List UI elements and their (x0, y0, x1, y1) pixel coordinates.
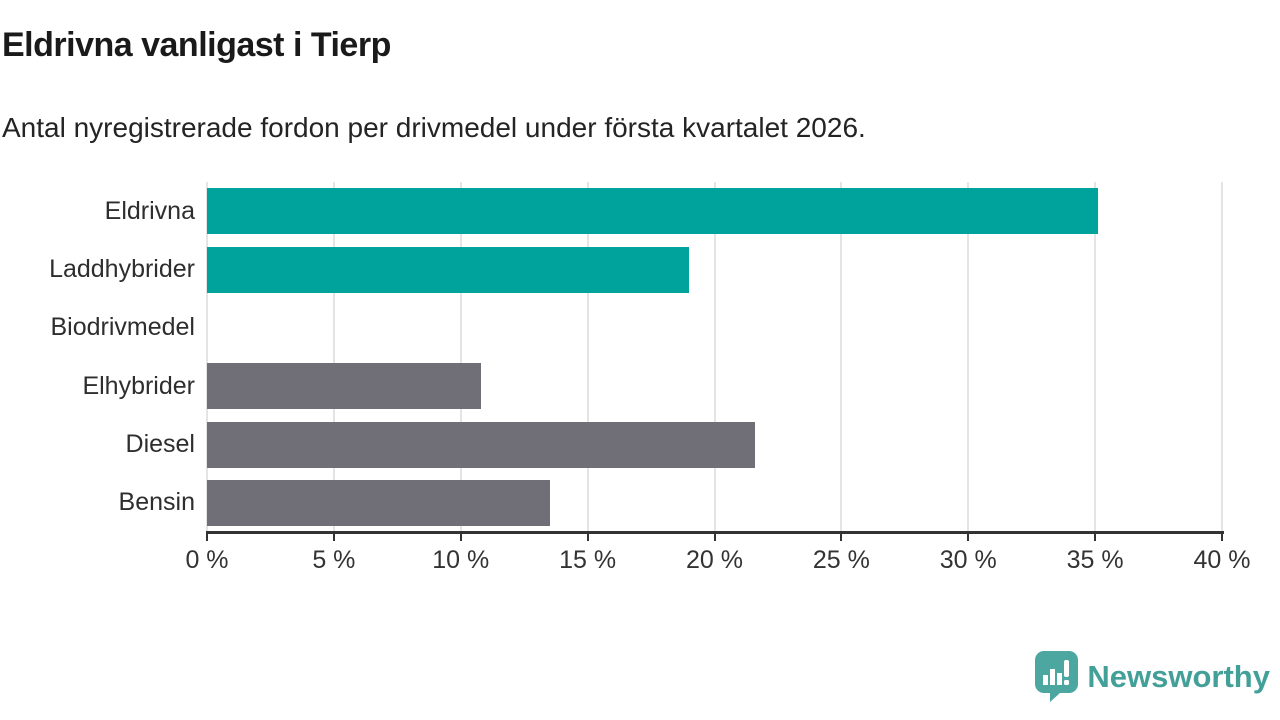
bar-diesel (207, 421, 756, 468)
category-label-bensin: Bensin (118, 488, 195, 517)
category-label-elhybrider: Elhybrider (82, 371, 195, 400)
x-axis-tick-15 (586, 532, 589, 541)
x-axis-tick-0 (206, 532, 208, 541)
x-axis-tick-20 (713, 532, 716, 541)
gridline-35-percent (1094, 182, 1097, 532)
gridline-15-percent (586, 182, 589, 532)
brand-name: Newsworthy (1087, 658, 1270, 694)
x-axis-tick-30 (967, 532, 970, 541)
bar-elhybrider (207, 363, 482, 410)
category-label-diesel: Diesel (125, 429, 195, 458)
chart-title: Eldrivna vanligast i Tierp (2, 26, 391, 64)
x-axis-tick-label-30: 30 % (939, 546, 997, 574)
gridline-5-percent (332, 182, 335, 532)
x-axis-tick-label-10: 10 % (432, 546, 490, 574)
category-label-laddhybrider: Laddhybrider (49, 254, 195, 283)
x-axis-tick-25 (840, 532, 843, 541)
bar-laddhybrider (207, 246, 690, 293)
brand-footer: Newsworthy (1033, 649, 1270, 703)
gridline-0-percent (206, 182, 208, 532)
newsworthy-speech-bubble-chart-icon (1035, 651, 1079, 702)
x-axis-tick-10 (459, 532, 462, 541)
category-label-biodrivmedel: Biodrivmedel (50, 313, 195, 342)
x-axis-tick-label-5: 5 % (312, 546, 356, 574)
category-label-eldrivna: Eldrivna (104, 196, 195, 225)
x-axis-tick-5 (332, 532, 335, 541)
x-axis-tick-label-25: 25 % (812, 546, 870, 574)
gridline-30-percent (967, 182, 970, 532)
chart-subtitle: Antal nyregistrerade fordon per drivmede… (2, 112, 866, 143)
bar-eldrivna (207, 188, 1098, 235)
x-axis-tick-label-40: 40 % (1193, 546, 1251, 574)
gridline-25-percent (840, 182, 843, 532)
gridline-20-percent (713, 182, 716, 532)
x-axis-tick-35 (1094, 532, 1097, 541)
bar-bensin (207, 479, 550, 526)
x-axis-tick-label-20: 20 % (686, 546, 743, 574)
gridline-40-percent (1221, 182, 1223, 532)
x-axis-tick-label-0: 0 % (185, 546, 229, 574)
gridline-10-percent (459, 182, 462, 532)
x-axis-tick-label-35: 35 % (1066, 546, 1124, 574)
x-axis-line (206, 531, 1224, 534)
x-axis-tick-40 (1221, 532, 1223, 541)
x-axis-tick-label-15: 15 % (559, 546, 617, 574)
